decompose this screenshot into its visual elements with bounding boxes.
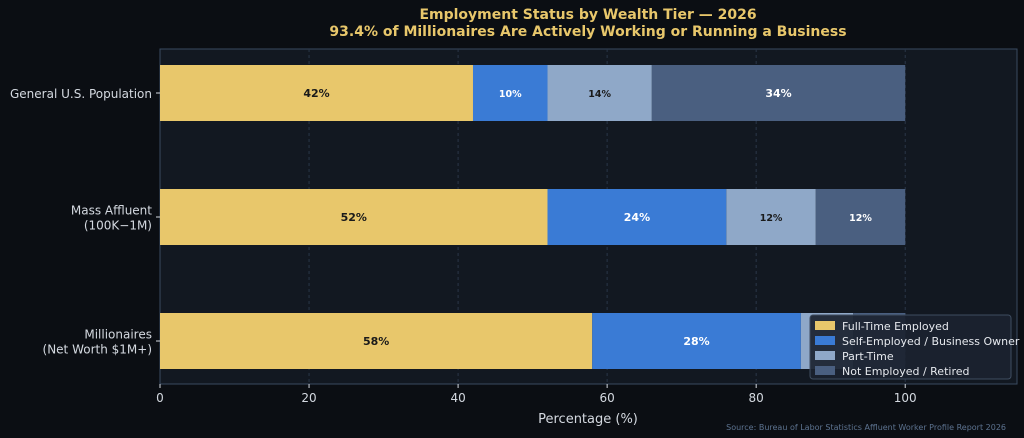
legend-swatch — [815, 336, 835, 345]
bar-segment — [651, 65, 906, 121]
legend-swatch — [815, 321, 835, 330]
x-tick-label: 40 — [450, 391, 465, 405]
legend-label: Self-Employed / Business Owner — [842, 335, 1020, 348]
y-tick-label-line: Mass Affluent — [71, 204, 152, 218]
legend-swatch — [815, 366, 835, 375]
data-label: 12% — [760, 213, 783, 224]
data-label: 28% — [683, 335, 709, 348]
data-label: 34% — [765, 87, 791, 100]
y-tick-label-line: General U.S. Population — [10, 87, 152, 101]
data-label: 52% — [341, 211, 367, 224]
data-label: 14% — [588, 89, 611, 100]
bar-segment — [160, 65, 473, 121]
x-tick-label: 80 — [749, 391, 764, 405]
y-tick-label-line: (100K−1M) — [84, 219, 152, 233]
source-note: Source: Bureau of Labor Statistics Afflu… — [726, 423, 1006, 432]
legend: Full-Time Employed Self-Employed / Busine… — [809, 314, 1020, 380]
x-tick-label: 60 — [599, 391, 614, 405]
bar-segment — [547, 189, 727, 245]
legend-swatch — [815, 351, 835, 360]
y-tick-label-line: Millionaires — [84, 328, 152, 342]
bar-segment — [472, 65, 548, 121]
y-tick-label: General U.S. Population — [10, 87, 152, 101]
y-tick-label: Mass Affluent (100K−1M) — [71, 204, 152, 233]
chart-subtitle: 93.4% of Millionaires Are Actively Worki… — [329, 24, 846, 40]
legend-label: Full-Time Employed — [842, 320, 949, 333]
bar-segment — [726, 189, 816, 245]
y-tick-label: Millionaires (Net Worth $1M+) — [43, 328, 152, 357]
bar-segment — [815, 189, 906, 245]
data-label: 10% — [499, 89, 522, 100]
bar-segment — [160, 189, 548, 245]
x-tick-label: 100 — [894, 391, 917, 405]
legend-label: Not Employed / Retired — [842, 365, 969, 378]
y-tick-label-line: (Net Worth $1M+) — [43, 343, 152, 357]
data-label: 24% — [624, 211, 650, 224]
x-tick-label: 20 — [301, 391, 316, 405]
bar-segment — [160, 313, 593, 369]
legend-label: Part-Time — [842, 350, 894, 363]
data-label: 12% — [849, 213, 872, 224]
x-axis-label: Percentage (%) — [538, 412, 638, 427]
data-label: 42% — [303, 87, 329, 100]
data-label: 58% — [363, 335, 389, 348]
bar-segment — [547, 65, 652, 121]
chart-title: Employment Status by Wealth Tier — 2026 — [419, 7, 756, 23]
x-tick-label: 0 — [156, 391, 164, 405]
bar-segment — [592, 313, 801, 369]
legend-box — [809, 314, 1012, 380]
